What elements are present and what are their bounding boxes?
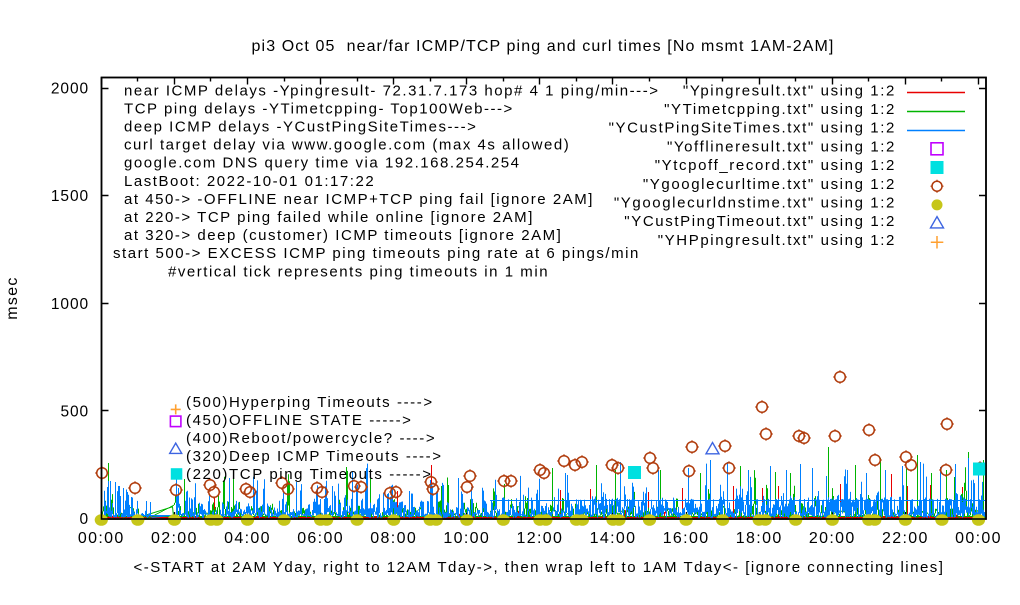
svg-text:12:00: 12:00 — [517, 530, 564, 547]
svg-text:0: 0 — [79, 511, 89, 528]
svg-text:06:00: 06:00 — [297, 530, 344, 547]
svg-text:<-START at 2AM Yday, right to: <-START at 2AM Yday, right to 12AM Tday-… — [134, 559, 945, 576]
svg-text:(320)Deep ICMP Timeouts ---->: (320)Deep ICMP Timeouts ----> — [186, 448, 443, 465]
svg-text:near ICMP delays -Ypingresult-: near ICMP delays -Ypingresult- 72.31.7.1… — [124, 82, 660, 99]
svg-text:(220)TCP ping Timeouts ----->: (220)TCP ping Timeouts -----> — [186, 466, 433, 483]
svg-text:at 320-> deep (customer) ICMP: at 320-> deep (customer) ICMP timeouts [… — [124, 227, 562, 244]
svg-text:TCP ping delays -YTimetcpping-: TCP ping delays -YTimetcpping- Top100Web… — [124, 100, 514, 117]
svg-text:LastBoot: 2022-10-01 01:17:22: LastBoot: 2022-10-01 01:17:22 — [124, 173, 375, 190]
svg-text:"Ygooglecurldnstime.txt" using: "Ygooglecurldnstime.txt" using 1:2 — [614, 195, 896, 212]
svg-text:2000: 2000 — [51, 81, 89, 98]
svg-text:(450)OFFLINE STATE ----->: (450)OFFLINE STATE -----> — [186, 412, 413, 429]
svg-text:1500: 1500 — [51, 188, 89, 205]
svg-text:04:00: 04:00 — [224, 530, 271, 547]
svg-text:#vertical tick represents ping: #vertical tick represents ping timeouts … — [168, 263, 549, 280]
svg-text:at 220-> TCP ping failed while: at 220-> TCP ping failed while online [i… — [124, 209, 534, 226]
svg-text:"YTimetcpping.txt" using 1:2: "YTimetcpping.txt" using 1:2 — [664, 101, 896, 118]
svg-text:14:00: 14:00 — [590, 530, 637, 547]
svg-text:curl target delay via www.goog: curl target delay via www.google.com (ma… — [124, 137, 570, 154]
svg-text:(500)Hyperping Timeouts ---->: (500)Hyperping Timeouts ----> — [186, 394, 434, 411]
svg-text:"Yofflineresult.txt" using 1:2: "Yofflineresult.txt" using 1:2 — [667, 138, 896, 155]
svg-text:google.com DNS query time via: google.com DNS query time via 192.168.25… — [124, 155, 521, 172]
svg-text:16:00: 16:00 — [663, 530, 710, 547]
svg-text:00:00: 00:00 — [955, 530, 1002, 547]
svg-text:"Ypingresult.txt" using 1:2: "Ypingresult.txt" using 1:2 — [683, 82, 896, 99]
svg-text:pi3 Oct 05 near/far ICMP/TCP: pi3 Oct 05 near/far ICMP/TCP ping and cu… — [252, 38, 835, 55]
svg-text:"Ygooglecurltime.txt" using 1:: "Ygooglecurltime.txt" using 1:2 — [643, 176, 896, 193]
svg-text:start 500-> EXCESS ICMP ping t: start 500-> EXCESS ICMP ping timeouts pi… — [113, 245, 640, 262]
svg-text:"YCustPingSiteTimes.txt" using: "YCustPingSiteTimes.txt" using 1:2 — [609, 120, 896, 137]
svg-text:"Ytcpoff_record.txt" using 1:2: "Ytcpoff_record.txt" using 1:2 — [655, 157, 896, 174]
svg-text:00:00: 00:00 — [78, 530, 125, 547]
svg-text:"YHPpingresult.txt" using 1:2: "YHPpingresult.txt" using 1:2 — [658, 232, 896, 249]
svg-text:deep ICMP delays -YCustPingSit: deep ICMP delays -YCustPingSiteTimes---> — [124, 119, 477, 136]
svg-text:10:00: 10:00 — [443, 530, 490, 547]
svg-text:1000: 1000 — [51, 296, 89, 313]
svg-text:20:00: 20:00 — [809, 530, 856, 547]
svg-text:02:00: 02:00 — [151, 530, 198, 547]
svg-text:08:00: 08:00 — [370, 530, 417, 547]
svg-text:"YCustPingTimeout.txt" using 1: "YCustPingTimeout.txt" using 1:2 — [624, 213, 896, 230]
svg-text:22:00: 22:00 — [882, 530, 929, 547]
svg-text:18:00: 18:00 — [736, 530, 783, 547]
svg-text:msec: msec — [4, 276, 21, 319]
svg-text:500: 500 — [60, 403, 89, 420]
svg-text:(400)Reboot/powercycle? ---->: (400)Reboot/powercycle? ----> — [186, 430, 436, 447]
svg-text:at 450-> -OFFLINE near ICMP+TC: at 450-> -OFFLINE near ICMP+TCP ping fai… — [124, 191, 594, 208]
